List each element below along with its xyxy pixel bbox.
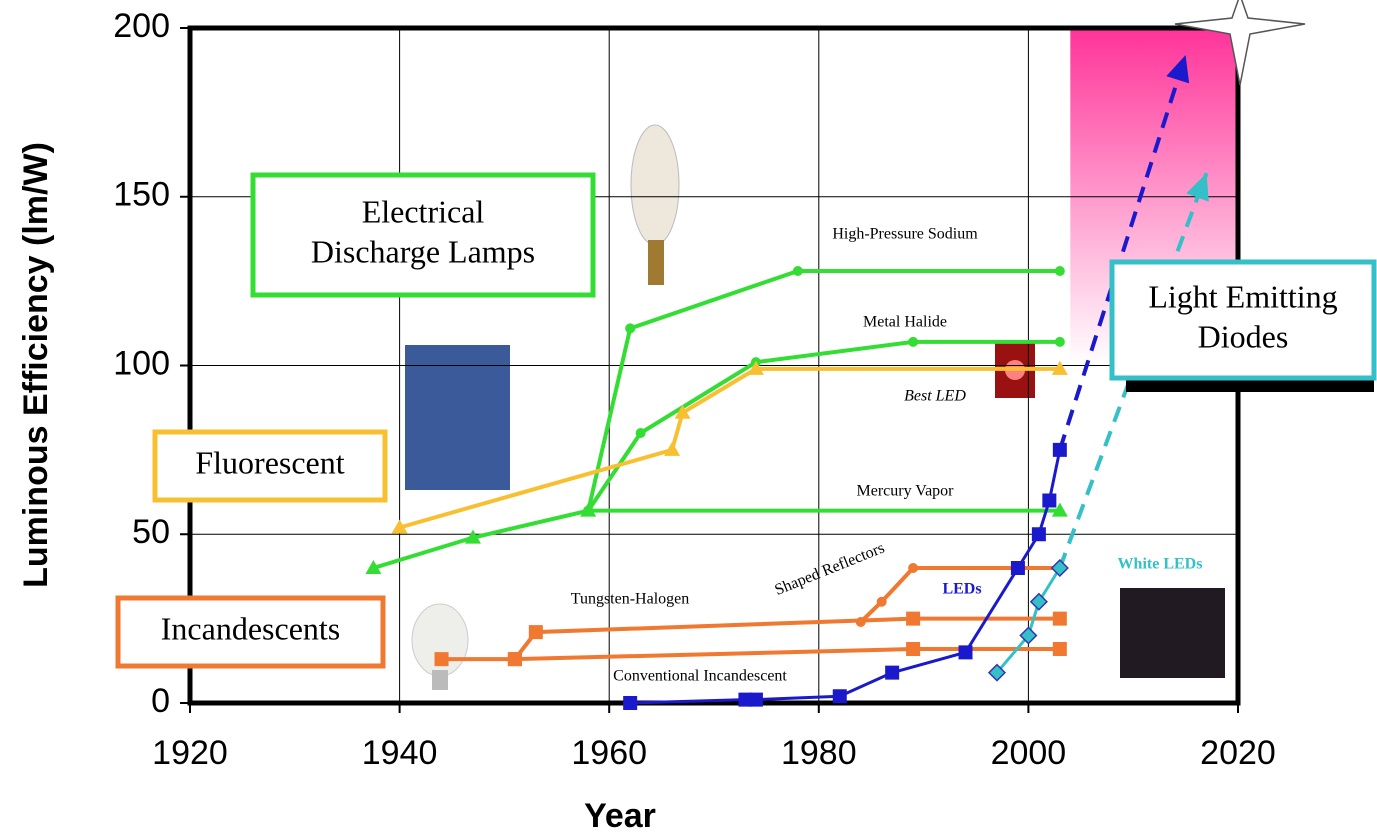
x-tick-label: 2020: [1200, 734, 1276, 772]
point: [1050, 558, 1069, 578]
point: [1051, 360, 1068, 375]
annotation-box: [115, 595, 386, 669]
point: [365, 560, 382, 574]
point: [748, 692, 763, 707]
annotation-text: Discharge Lamps: [311, 233, 535, 269]
series-line: [372, 508, 1060, 570]
x-tick-label: 1960: [571, 734, 647, 772]
point: [583, 505, 594, 516]
point: [958, 645, 973, 660]
point: [1010, 561, 1025, 575]
point: [1029, 592, 1048, 611]
point: [885, 665, 900, 680]
point: [664, 441, 681, 456]
point: [908, 336, 919, 347]
point: [987, 663, 1007, 682]
point: [1052, 611, 1067, 626]
series-label: High-Pressure Sodium: [832, 226, 978, 243]
trend-line: [1057, 54, 1188, 451]
y-tick-label: 100: [113, 344, 170, 382]
point: [625, 323, 636, 334]
annotation-box: [152, 429, 388, 503]
series-line: [586, 269, 1060, 512]
annotation-text: Incandescents: [161, 610, 340, 646]
annotation-text: Fluorescent: [195, 444, 344, 480]
annotation-text: Electrical: [362, 193, 485, 229]
series-line: [630, 449, 1062, 705]
point: [464, 529, 481, 544]
series-label: Best LED: [904, 388, 966, 405]
trend-arrowhead: [1186, 173, 1209, 202]
point: [434, 652, 449, 667]
point: [528, 625, 543, 640]
point: [855, 617, 866, 627]
annotation-box: [1109, 259, 1377, 381]
series-label: Tungsten-Halogen: [571, 591, 690, 608]
series-line: [859, 566, 1060, 624]
point: [1051, 502, 1068, 517]
series-line: [441, 647, 1060, 662]
series-label: Shaped Reflectors: [772, 539, 887, 599]
annotation-text: Light Emitting: [1148, 278, 1337, 314]
series-label: Conventional Incandescent: [613, 668, 787, 685]
x-tick-label: 2000: [991, 734, 1067, 772]
x-tick-label: 1920: [152, 734, 228, 772]
point: [1054, 266, 1065, 276]
point: [906, 642, 921, 656]
point: [1031, 527, 1046, 542]
point: [876, 596, 887, 607]
point: [507, 652, 522, 667]
y-tick-label: 0: [151, 682, 170, 720]
x-tick-label: 1980: [781, 734, 857, 772]
y-tick-label: 200: [113, 7, 170, 45]
point: [906, 611, 921, 626]
point: [1052, 642, 1067, 656]
y-axis-title: Luminous Efficiency (lm/W): [17, 142, 55, 588]
series-line: [995, 567, 1062, 674]
point: [832, 689, 847, 704]
y-tick-label: 150: [113, 176, 170, 214]
point: [908, 563, 919, 573]
point: [792, 266, 803, 276]
x-tick-label: 1940: [362, 734, 438, 772]
series-label: LEDs: [942, 581, 981, 598]
series-label: Mercury Vapor: [856, 483, 954, 500]
series-label: White LEDs: [1118, 556, 1203, 573]
annotation-box: [250, 172, 596, 298]
point: [1042, 493, 1057, 508]
star: [1174, 0, 1306, 86]
point: [635, 428, 646, 438]
series-label: Metal Halide: [863, 314, 947, 331]
x-axis-title: Year: [584, 797, 656, 835]
annotation-text: Diodes: [1198, 318, 1289, 354]
point: [747, 360, 764, 375]
point: [1052, 442, 1067, 457]
trend-arrowhead: [1166, 55, 1190, 84]
point: [1019, 626, 1038, 645]
point: [391, 519, 408, 534]
point: [623, 696, 638, 710]
y-tick-label: 50: [132, 513, 170, 551]
point: [1054, 336, 1065, 347]
point: [674, 404, 691, 419]
